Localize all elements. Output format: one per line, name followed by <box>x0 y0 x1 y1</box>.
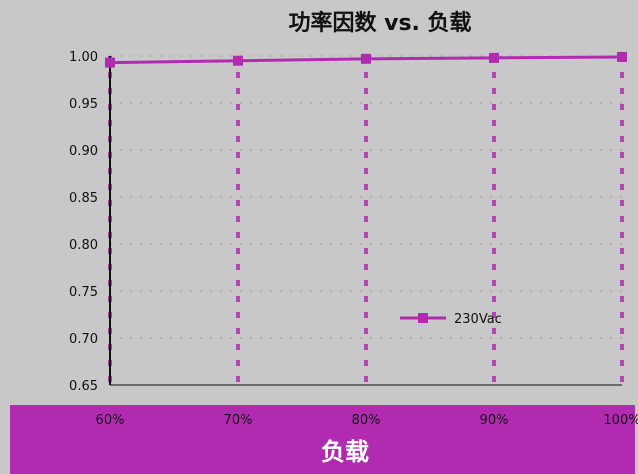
y-tick-label: 1.00 <box>69 50 98 65</box>
grid <box>108 55 624 386</box>
x-tick-label: 90% <box>480 413 509 428</box>
x-tick-label: 70% <box>224 413 253 428</box>
x-tick-labels: 60% 70% 80% 90% 100% <box>96 413 638 428</box>
x-axis-band <box>10 405 635 474</box>
y-tick-label: 0.65 <box>69 379 98 394</box>
y-tick-label: 0.85 <box>69 191 98 206</box>
data-point <box>489 52 499 63</box>
data-point <box>361 53 371 64</box>
data-point <box>617 51 627 62</box>
legend: 230Vac <box>400 312 502 327</box>
x-axis-label: 负载 <box>321 438 369 466</box>
data-point <box>233 55 243 66</box>
axes: 0.65 0.70 0.75 0.80 0.85 0.90 0.95 1.00 <box>69 50 622 394</box>
x-tick-label: 80% <box>352 413 381 428</box>
data-point <box>105 57 115 68</box>
y-tick-label: 0.80 <box>69 238 98 253</box>
legend-label: 230Vac <box>454 312 502 327</box>
y-tick-label: 0.70 <box>69 332 98 347</box>
y-tick-label: 0.90 <box>69 144 98 159</box>
y-tick-label: 0.75 <box>69 285 98 300</box>
y-tick-label: 0.95 <box>69 97 98 112</box>
x-tick-label: 100% <box>603 413 638 428</box>
series-layer <box>105 51 627 68</box>
chart-title: 功率因数 vs. 负载 <box>288 10 471 36</box>
x-tick-label: 60% <box>96 413 125 428</box>
legend-marker <box>418 313 428 323</box>
